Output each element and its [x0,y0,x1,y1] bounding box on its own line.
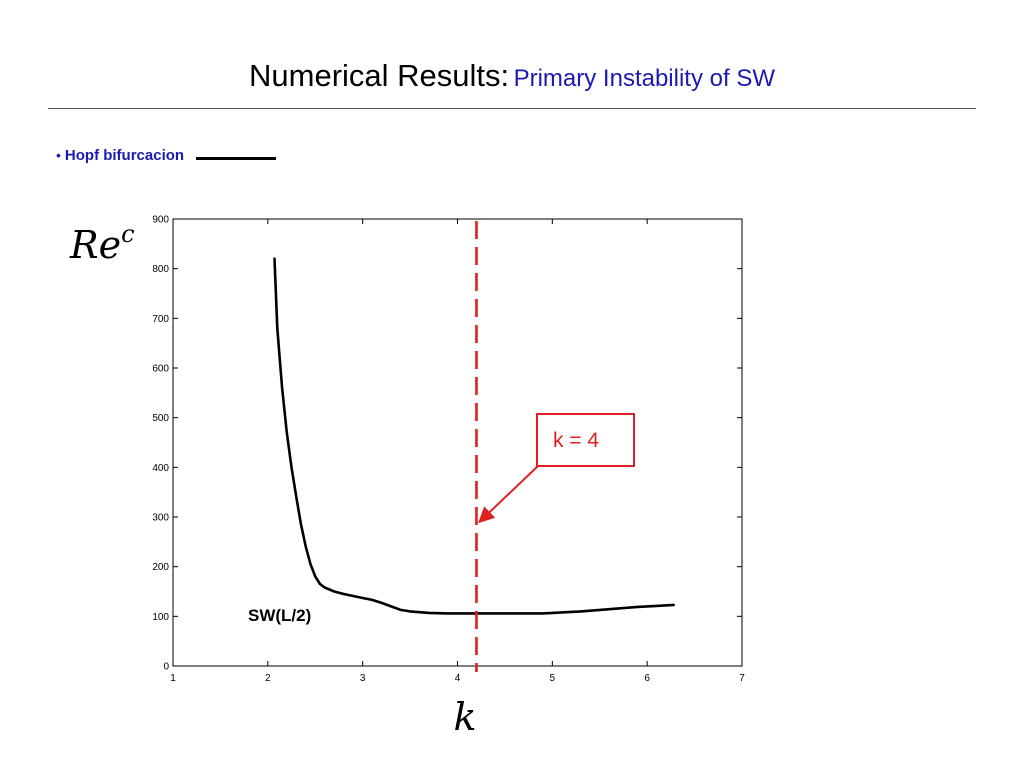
y-tick-label: 900 [152,215,169,226]
y-axis-ticks: 0 100 200 300 400 500 600 700 800 900 [152,215,742,673]
legend-line-swatch [196,156,277,160]
x-tick-label: 2 [265,673,271,684]
y-tick-label: 300 [152,513,169,524]
curve-label: SW(L/2) [248,606,311,625]
y-tick-label: 0 [163,662,169,673]
legend-bullet: • Hopf bifurcacion [56,145,277,165]
y-axis-label-main: Re [69,223,121,267]
x-tick-label: 3 [360,673,366,684]
plot-area [172,218,743,667]
bullet-dot: • [56,147,61,163]
y-tick-label: 700 [152,314,169,325]
y-tick-label: 500 [152,413,169,424]
x-tick-label: 1 [170,673,176,684]
x-tick-label: 6 [644,673,650,684]
y-axis-label: Rec [69,220,135,267]
annotation-label: k = 4 [553,429,599,452]
x-tick-label: 7 [739,673,745,684]
y-tick-label: 800 [152,264,169,275]
series-line-sw-l2 [273,257,676,615]
x-axis-label: k [453,695,476,739]
x-tick-label: 5 [550,673,556,684]
title-main: Numerical Results: [249,58,510,93]
y-tick-label: 400 [152,463,169,474]
annotation-arrow [478,465,539,524]
y-tick-label: 100 [152,612,169,623]
x-tick-label: 4 [455,673,461,684]
x-axis-ticks: 1 2 3 4 5 6 7 [170,219,745,684]
annotation-box [536,413,635,467]
title-subtitle: Primary Instability of SW [513,65,775,92]
y-tick-label: 600 [152,364,169,375]
title-divider [48,108,976,109]
y-axis-label-sup: c [121,220,134,248]
y-tick-label: 200 [152,562,169,573]
slide-title: Numerical Results: Primary Instability o… [0,58,1024,94]
legend-label: Hopf bifurcacion [64,146,185,164]
